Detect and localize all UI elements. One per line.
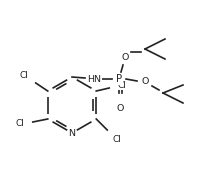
Text: N: N: [68, 129, 76, 138]
Text: P: P: [116, 74, 122, 84]
Text: O: O: [121, 53, 129, 62]
Text: O: O: [116, 103, 124, 112]
Text: HN: HN: [87, 75, 101, 84]
Text: Cl: Cl: [113, 134, 122, 143]
Text: Cl: Cl: [15, 118, 24, 127]
Text: Cl: Cl: [118, 80, 127, 89]
Text: O: O: [141, 76, 149, 86]
Text: Cl: Cl: [19, 71, 28, 80]
